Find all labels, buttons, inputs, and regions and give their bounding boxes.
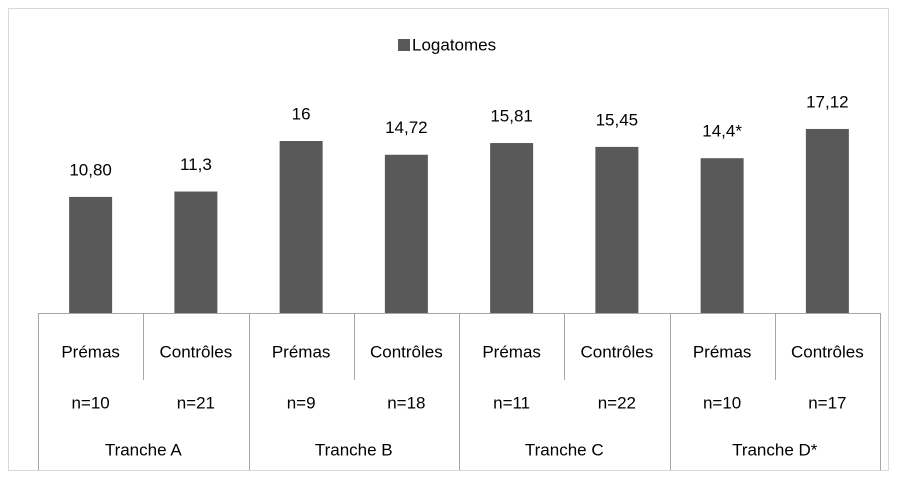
x-tick-label: Prémas <box>482 342 541 361</box>
x-tick-label: n=18 <box>387 393 425 412</box>
data-label: 15,45 <box>596 110 639 129</box>
bar <box>69 196 113 313</box>
group-label: Tranche D* <box>732 440 818 459</box>
bar <box>595 146 639 313</box>
x-tick-label: Prémas <box>272 342 331 361</box>
data-label: 17,12 <box>806 92 849 111</box>
group-label: Tranche C <box>525 440 604 459</box>
data-label: 14,4* <box>702 122 742 141</box>
group-label: Tranche A <box>105 440 183 459</box>
x-tick-label: n=10 <box>71 393 109 412</box>
x-tick-label: Contrôles <box>370 342 443 361</box>
bar <box>490 143 534 313</box>
legend-label: Logatomes <box>412 35 496 54</box>
data-label: 14,72 <box>385 118 428 137</box>
group-label: Tranche B <box>315 440 393 459</box>
data-label: 10,80 <box>69 160 112 179</box>
x-tick-label: Prémas <box>61 342 120 361</box>
x-tick-label: n=22 <box>598 393 636 412</box>
x-tick-label: n=9 <box>287 393 316 412</box>
legend-swatch <box>398 39 410 51</box>
data-label: 15,81 <box>490 107 533 126</box>
x-tick-label: n=11 <box>493 393 530 412</box>
chart-border <box>8 8 889 471</box>
bar <box>279 141 323 313</box>
bar <box>805 128 849 313</box>
bar <box>384 154 428 313</box>
x-tick-label: Contrôles <box>791 342 864 361</box>
data-label: 16 <box>292 104 311 123</box>
bar <box>174 191 218 313</box>
x-tick-label: Prémas <box>693 342 752 361</box>
bar <box>700 158 744 313</box>
x-tick-label: n=10 <box>703 393 741 412</box>
data-label: 11,3 <box>180 155 212 174</box>
x-tick-label: n=17 <box>808 393 846 412</box>
x-tick-label: Contrôles <box>580 342 653 361</box>
x-tick-label: Contrôles <box>159 342 232 361</box>
x-tick-label: n=21 <box>177 393 215 412</box>
